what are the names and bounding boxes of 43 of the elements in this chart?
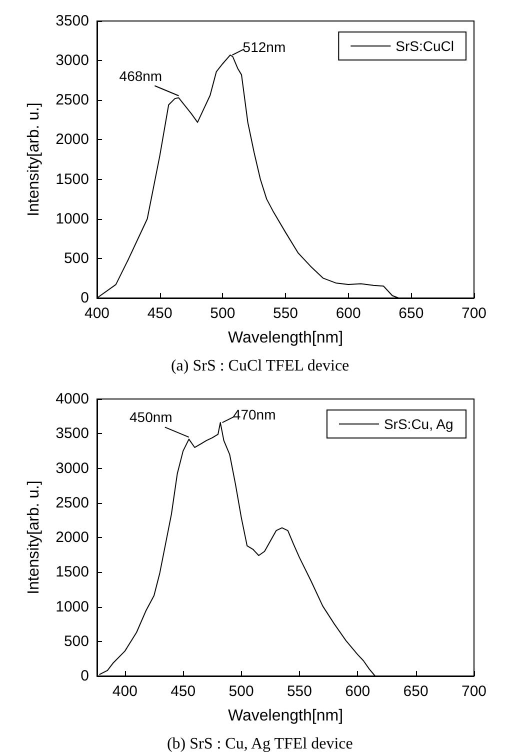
y-tick-label: 2500 [56, 494, 89, 512]
x-axis-title: Wavelength[nm] [228, 708, 344, 724]
y-tick-label: 4000 [56, 390, 89, 408]
legend-label: SrS:Cu, Ag [384, 416, 454, 432]
y-tick-label: 0 [80, 290, 89, 306]
y-tick-label: 1500 [56, 170, 89, 188]
text: (b) SrS : Cu, Ag TFEl device [166, 736, 353, 752]
x-tick-label: 400 [84, 305, 110, 322]
x-tick-label: 600 [336, 305, 361, 322]
x-tick-label: 550 [272, 305, 298, 322]
y-tick-label: 1500 [56, 564, 89, 581]
x-tick-label: 550 [286, 683, 312, 700]
y-axis-title: Intensity[arb. u.] [26, 480, 42, 594]
y-tick-label: 500 [64, 250, 89, 267]
x-tick-label: 450 [170, 683, 196, 700]
x-tick-label: 600 [345, 683, 370, 700]
x-tick-label: 400 [112, 683, 138, 700]
x-tick-label: 500 [210, 305, 236, 322]
annotation: 450nm [130, 409, 172, 426]
y-tick-label: 0 [80, 668, 89, 684]
y-tick-label: 3000 [56, 460, 89, 477]
y-tick-label: 3000 [56, 52, 89, 70]
y-tick-label: 1000 [56, 210, 89, 228]
x-axis-title: Wavelength[nm] [228, 330, 344, 346]
y-tick-label: 2000 [56, 131, 89, 148]
y-tick-label: 1000 [56, 598, 89, 616]
annotation: 512nm [242, 39, 286, 56]
y-tick-label: 500 [64, 632, 89, 650]
x-tick-label: 700 [461, 683, 487, 700]
y-axis-title: Intensity[arb. u.] [26, 102, 42, 216]
legend-label: SrS:CuCl [396, 38, 454, 54]
x-tick-label: 650 [403, 683, 428, 700]
x-tick-label: 450 [147, 305, 172, 322]
annotation: 470nm [232, 406, 276, 423]
y-tick-label: 2000 [56, 529, 89, 546]
annotation: 468nm [119, 68, 162, 84]
x-tick-label: 650 [398, 305, 424, 322]
y-tick-label: 3500 [56, 12, 89, 30]
x-tick-label: 500 [228, 683, 254, 700]
text: (a) SrS : CuCl TFEL device [170, 358, 350, 374]
y-tick-label: 2500 [56, 92, 89, 109]
x-tick-label: 700 [461, 305, 487, 322]
y-tick-label: 3500 [56, 425, 89, 442]
